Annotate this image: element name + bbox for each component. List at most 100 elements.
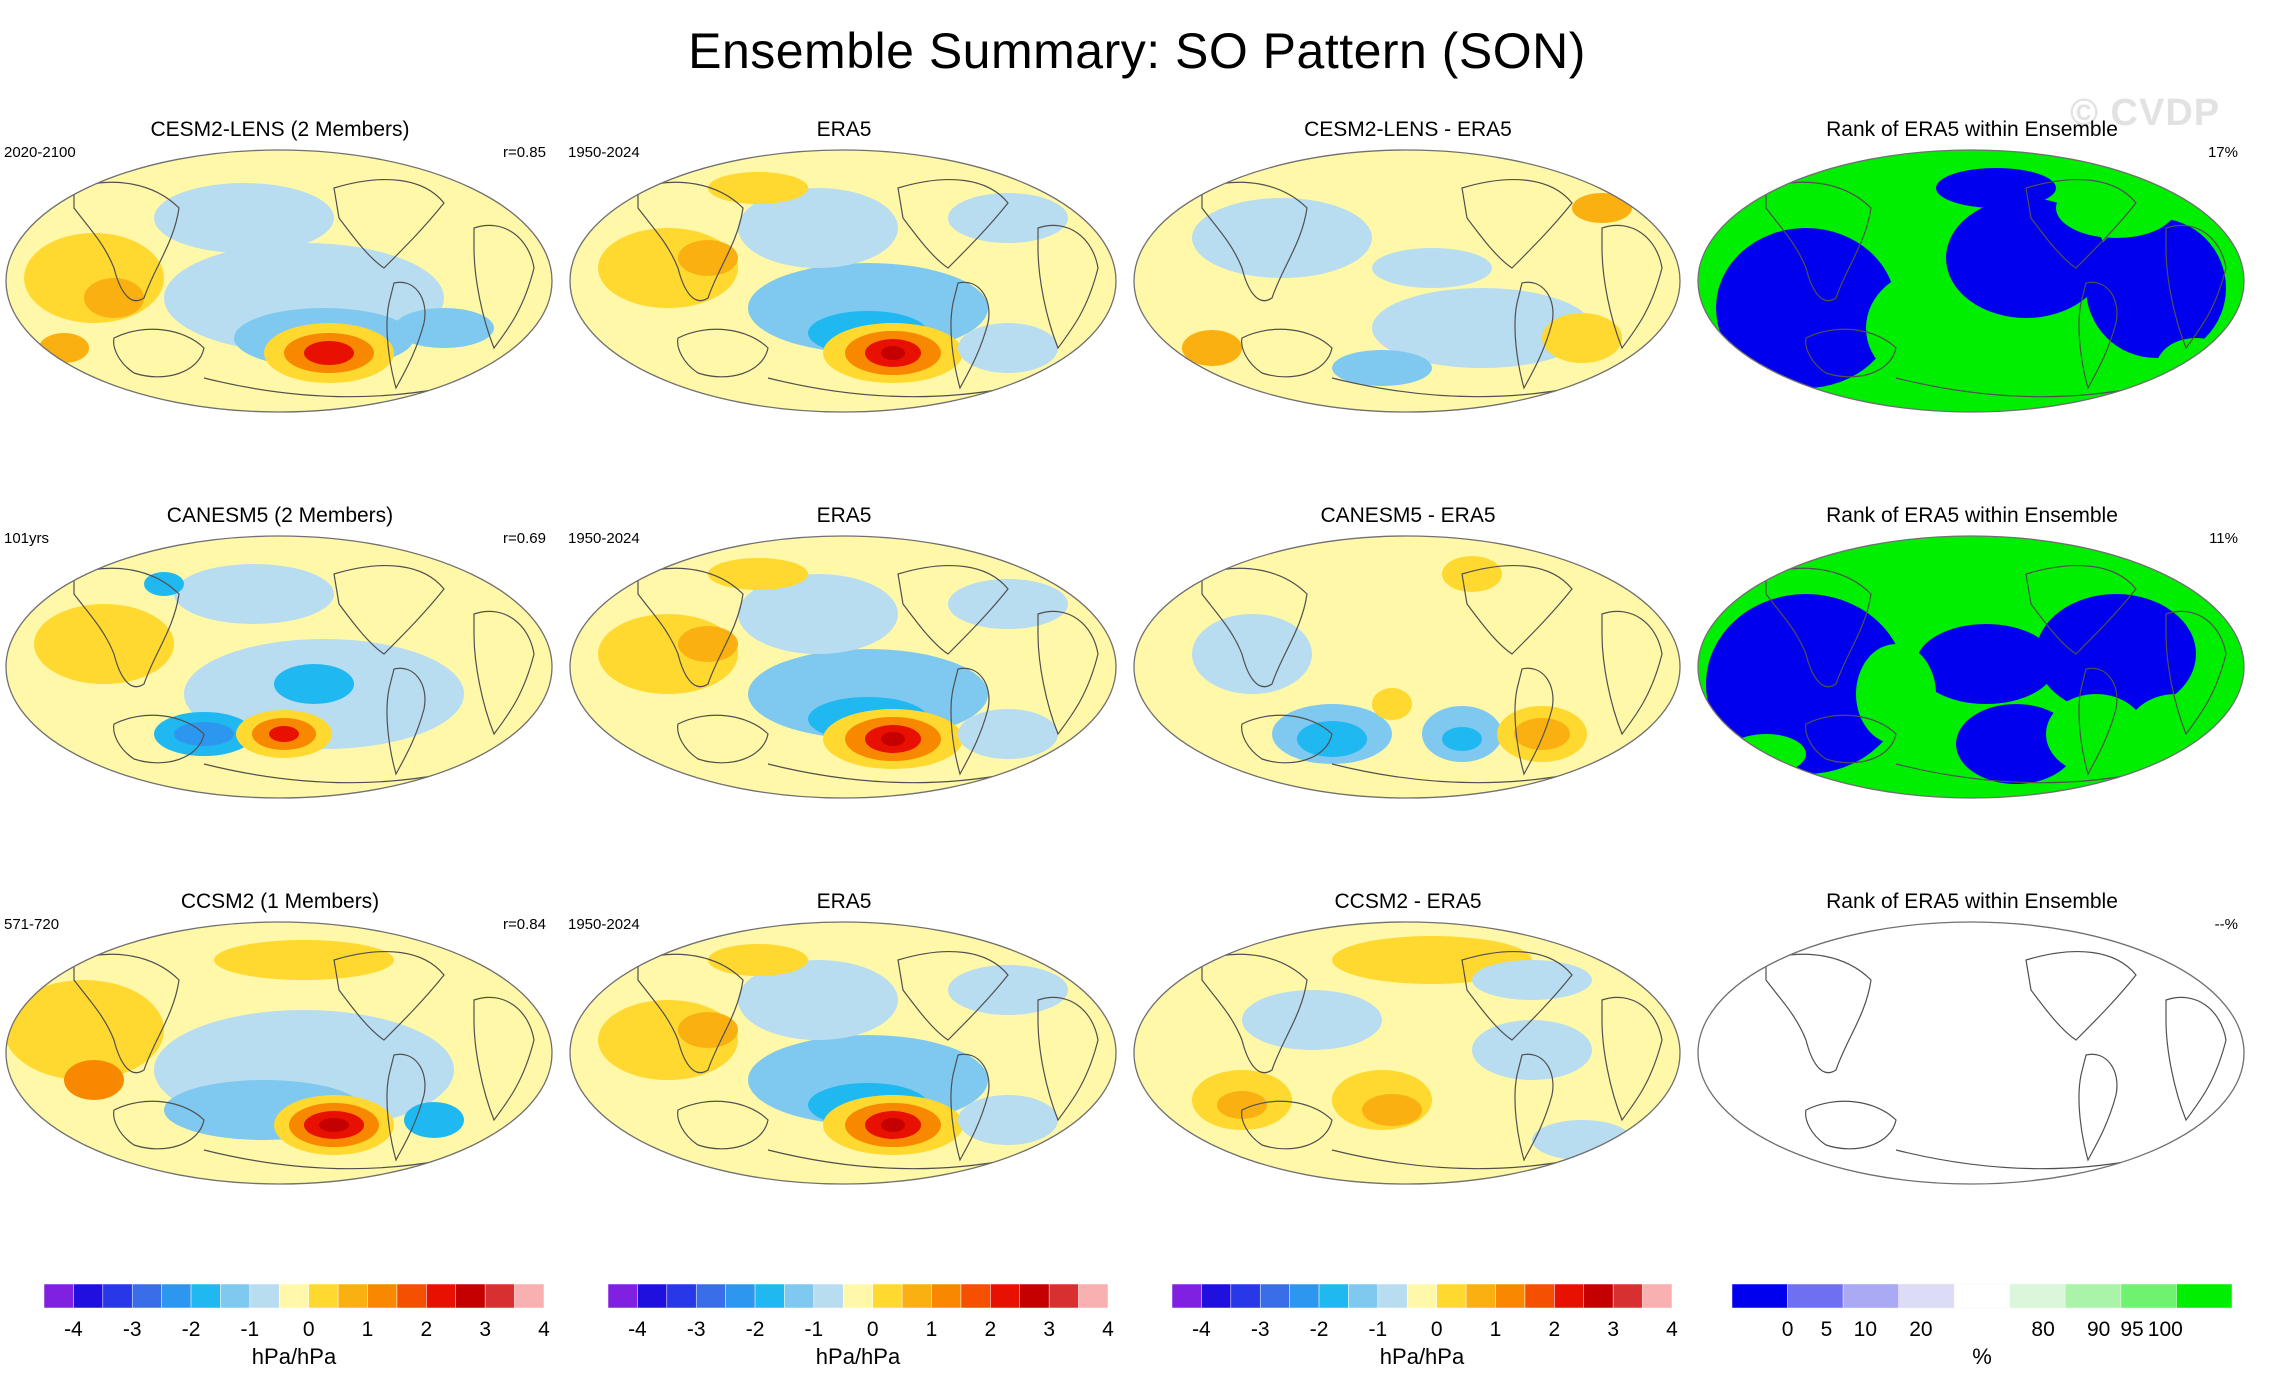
colorbar-swatch: [396, 1283, 427, 1309]
colorbar-swatch: [73, 1283, 104, 1309]
map-wrapper: [4, 148, 554, 419]
field-contour: [958, 1095, 1058, 1145]
coastline: [677, 714, 769, 764]
coastline: [113, 1100, 205, 1150]
map-border: [569, 921, 1117, 1185]
colorbar-swatch: [1731, 1283, 1788, 1309]
map-wrapper: [568, 920, 1118, 1191]
panel-model-2: CCSM2 (1 Members) 571-720 r=0.84: [0, 890, 560, 1270]
colorbar-swatch: [2009, 1283, 2066, 1309]
colorbar-tick-label: 2: [1548, 1318, 1561, 1341]
field-contour: [738, 188, 898, 268]
colorbar-swatch: [1583, 1283, 1614, 1309]
panel-obs-1: ERA5 1950-2024: [564, 504, 1124, 884]
coastline: [203, 1149, 445, 1170]
map-model-2: [5, 921, 553, 1185]
colorbar-tick-label: 4: [1102, 1318, 1114, 1341]
coastline: [333, 951, 445, 1041]
colorbar-tick-label: -1: [1368, 1318, 1388, 1341]
colorbar-swatch: [960, 1283, 991, 1309]
field-contour: [1182, 330, 1242, 366]
field-contour: [2126, 694, 2226, 774]
coastline: [1514, 281, 1554, 390]
colorbar-tick-label: -1: [804, 1318, 824, 1341]
field-contour: [958, 709, 1058, 759]
field-contour: [1442, 556, 1502, 592]
coastline: [1331, 377, 1573, 398]
colorbar-tick-label: 2: [984, 1318, 997, 1341]
panel-title: ERA5: [816, 890, 872, 913]
colorbar-tick-label: 0: [1430, 1318, 1443, 1341]
map-border: [1133, 535, 1681, 799]
map-diff-2: [1133, 921, 1681, 1185]
field-contour: [39, 333, 89, 363]
colorbar-swatch: [784, 1283, 815, 1309]
colorbar-swatch: [1787, 1283, 1844, 1309]
colorbar-1: -4 -3 -2 -1 0 1 2 3 4 hPa/hPa: [607, 1283, 1128, 1374]
colorbar-swatch: [367, 1283, 398, 1309]
colorbar-swatch: [161, 1283, 192, 1309]
panel-period: 1950-2024: [568, 144, 640, 161]
coastline: [2165, 610, 2227, 736]
panel-stat: 17%: [2207, 144, 2238, 161]
coastline: [950, 281, 990, 390]
colorbar-swatch: [1318, 1283, 1349, 1309]
colorbar-swatch: [872, 1283, 903, 1309]
field-contour: [1442, 727, 1482, 751]
field-contour: [1472, 960, 1592, 1000]
coastline: [1241, 714, 1333, 764]
field-contour: [2046, 694, 2146, 774]
coastline: [1241, 328, 1333, 378]
colorbar-swatch: [1201, 1283, 1232, 1309]
colorbar-swatch: [1465, 1283, 1496, 1309]
colorbar-swatch: [1377, 1283, 1408, 1309]
colorbar-swatch: [131, 1283, 162, 1309]
panel-title: CCSM2 (1 Members): [180, 890, 380, 913]
panel-title: CANESM5 (2 Members): [166, 504, 394, 527]
field-contour: [1716, 228, 1896, 388]
colorbar-tick-label: 4: [538, 1318, 550, 1341]
coastline: [637, 953, 744, 1074]
colorbar-swatch: [2065, 1283, 2122, 1309]
panel-model-0: CESM2-LENS (2 Members) 2020-2100 r=0.85: [0, 118, 560, 498]
field-contour: [1572, 193, 1632, 223]
map-background: [1698, 922, 2244, 1184]
colorbar-swatch: [190, 1283, 221, 1309]
map-diff-1: [1133, 535, 1681, 799]
panel-title: ERA5: [816, 118, 872, 141]
panel-rank-2: Rank of ERA5 within Ensemble --%: [1692, 890, 2252, 1270]
map-wrapper: [1132, 920, 1682, 1191]
map-obs-1: [569, 535, 1117, 799]
field-contour: [1816, 178, 1936, 238]
panel-diff-0: CESM2-LENS - ERA5: [1128, 118, 1688, 498]
map-border: [1697, 149, 2245, 413]
colorbar-tick-label: 0: [1781, 1318, 1794, 1341]
field-contour: [154, 183, 334, 253]
colorbar-swatch: [2120, 1283, 2177, 1309]
map-wrapper: [4, 534, 554, 805]
field-contour: [678, 240, 738, 276]
coastline: [897, 951, 1009, 1041]
map-border: [1133, 921, 1681, 1185]
coastline: [2165, 996, 2227, 1122]
colorbar-swatch: [1898, 1283, 1955, 1309]
field-contour: [881, 1118, 905, 1132]
coastline: [1201, 953, 1308, 1074]
panel-diff-1: CANESM5 - ERA5: [1128, 504, 1688, 884]
map-border: [5, 921, 553, 1185]
colorbar-tick-label: -4: [1192, 1318, 1211, 1341]
coastline: [1895, 1149, 2137, 1170]
panel-rank-1: Rank of ERA5 within Ensemble 11%: [1692, 504, 2252, 884]
colorbar-tick-label: 1: [925, 1318, 938, 1341]
coastline: [2025, 179, 2137, 269]
coastline: [2078, 1053, 2118, 1162]
field-contour: [1217, 1091, 1267, 1119]
panel-obs-2: ERA5 1950-2024: [564, 890, 1124, 1270]
field-contour: [1856, 644, 1936, 744]
panel-title: CESM2-LENS (2 Members): [150, 118, 410, 141]
field-contour: [2056, 178, 2176, 238]
field-contour: [1297, 721, 1367, 757]
field-contour: [2156, 338, 2236, 398]
panel-title: CCSM2 - ERA5: [1334, 890, 1482, 913]
map-obs-2: [569, 921, 1117, 1185]
